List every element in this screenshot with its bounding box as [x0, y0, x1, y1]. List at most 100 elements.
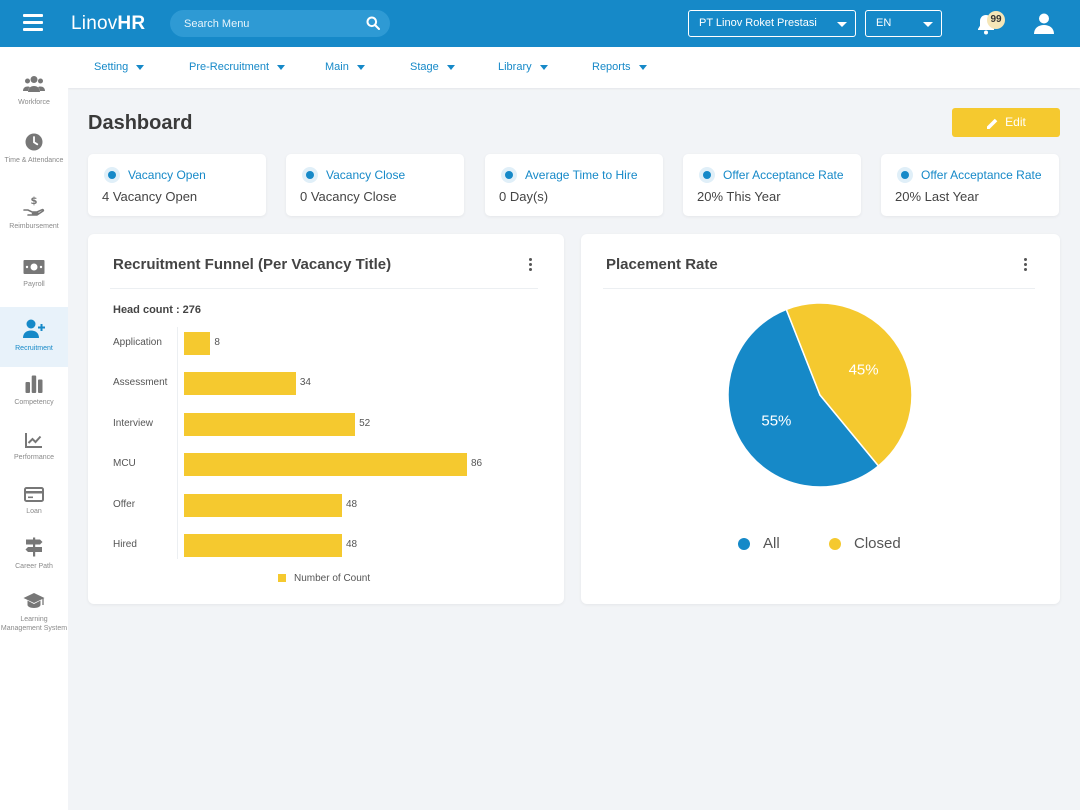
subnav-label: Main — [325, 61, 349, 73]
stat-card-offer-acceptance-last-year: Offer Acceptance Rate 20% Last Year — [881, 154, 1059, 216]
money-icon — [23, 260, 45, 274]
sidebar-item-performance[interactable]: Performance — [0, 432, 68, 492]
svg-text:$: $ — [31, 196, 38, 207]
chevron-down-icon — [638, 64, 647, 70]
users-icon — [23, 76, 45, 92]
legend-swatch — [738, 538, 750, 551]
chevron-down-icon — [539, 64, 548, 70]
pie-slice-all[interactable] — [727, 308, 880, 488]
user-avatar-icon[interactable] — [1032, 11, 1056, 35]
chevron-down-icon — [446, 64, 455, 70]
hamburger-menu-icon[interactable] — [23, 14, 43, 32]
signpost-icon — [25, 537, 43, 557]
bar-category-label: Assessment — [113, 377, 168, 389]
chart-axis — [177, 327, 178, 559]
subnav-pre-recruitment[interactable]: Pre-Recruitment — [189, 61, 286, 73]
bar-category-label: Interview — [113, 417, 154, 429]
sidebar-item-label: Learning Management System — [0, 616, 68, 632]
legend-label: Closed — [854, 535, 901, 552]
subnav-stage[interactable]: Stage — [410, 61, 455, 73]
subnav-label: Pre-Recruitment — [189, 61, 270, 73]
status-dot-icon — [302, 167, 318, 183]
search-input[interactable] — [184, 15, 354, 32]
chevron-down-icon — [136, 64, 145, 70]
search-icon[interactable] — [366, 16, 380, 30]
chevron-down-icon — [923, 22, 933, 27]
status-dot-icon — [501, 167, 517, 183]
app-logo[interactable]: LinovHR — [71, 13, 145, 35]
more-options-icon[interactable] — [527, 258, 533, 274]
pie-slice-closed[interactable] — [785, 302, 913, 468]
sidebar-item-competency[interactable]: Competency — [0, 375, 68, 435]
bar-chart-icon — [25, 375, 43, 393]
logo-text-bold: HR — [117, 13, 146, 34]
stat-value: 4 Vacancy Open — [102, 189, 198, 204]
sidebar-item-workforce[interactable]: Workforce — [0, 75, 68, 135]
sidebar-item-label: Loan — [26, 508, 42, 515]
bar-assessment[interactable] — [184, 372, 296, 396]
chevron-down-icon — [356, 64, 365, 70]
chevron-down-icon — [277, 64, 286, 70]
edit-button[interactable]: Edit — [952, 108, 1060, 137]
bar-value-label: 48 — [345, 539, 358, 550]
divider — [603, 288, 1035, 289]
recruitment-funnel-card: Recruitment Funnel (Per Vacancy Title) H… — [88, 234, 564, 604]
sidebar-item-career-path[interactable]: Career Path — [0, 537, 68, 597]
edit-button-label: Edit — [1005, 115, 1026, 130]
divider — [110, 288, 538, 289]
subnav-main[interactable]: Main — [325, 61, 365, 73]
sidebar-item-label: Recruitment — [15, 345, 53, 352]
sidebar-item-label: Time & Attendance — [4, 157, 64, 164]
sidebar-item-label: Performance — [13, 454, 55, 461]
stat-value: 0 Vacancy Close — [300, 189, 397, 204]
more-options-icon[interactable] — [1022, 258, 1028, 274]
bar-category-label: MCU — [113, 458, 136, 470]
bar-category-label: Offer — [113, 498, 136, 510]
sidebar-item-recruitment[interactable]: Recruitment — [0, 307, 68, 367]
bar-category-label: Hired — [113, 539, 137, 550]
stat-value: 0 Day(s) — [499, 189, 549, 204]
sidebar-item-payroll[interactable]: Payroll — [0, 259, 68, 319]
hand-dollar-icon: $ — [23, 196, 45, 216]
stat-title: Average Time to Hire — [525, 168, 638, 182]
sidebar-item-learning-management-system[interactable]: Learning Management System — [0, 592, 68, 650]
subnav-label: Setting — [94, 61, 129, 73]
bar-application[interactable] — [184, 332, 211, 355]
language-select[interactable]: EN — [865, 10, 942, 37]
bar-value-label: 52 — [359, 417, 371, 429]
top-bar: LinovHR PT Linov Roket Prestasi EN 99 — [0, 0, 1080, 47]
stat-value: 20% This Year — [697, 189, 781, 204]
bar-value-label: 48 — [345, 498, 358, 510]
legend-swatch — [829, 538, 841, 551]
sidebar-item-time-attendance[interactable]: Time & Attendance — [0, 133, 68, 193]
chevron-down-icon — [837, 22, 847, 27]
subnav-label: Stage — [410, 61, 439, 73]
pie-value-label: 45% — [849, 361, 879, 378]
company-select[interactable]: PT Linov Roket Prestasi — [688, 10, 856, 37]
sidebar-item-reimbursement[interactable]: $ Reimbursement — [0, 195, 68, 255]
legend-swatch — [278, 574, 286, 583]
pie-value-label: 55% — [761, 413, 791, 430]
bar-mcu[interactable] — [184, 453, 467, 477]
bar-hired[interactable] — [184, 534, 342, 557]
subnav-library[interactable]: Library — [498, 61, 548, 73]
chart-legend: Number of Count — [278, 573, 370, 584]
stat-card-vacancy-open: Vacancy Open 4 Vacancy Open — [88, 154, 266, 216]
stat-title: Vacancy Open — [128, 168, 206, 182]
subnav-reports[interactable]: Reports — [592, 61, 647, 73]
sub-navigation: Setting Pre-Recruitment Main Stage Libra… — [68, 47, 1080, 88]
headcount-label: Head count : 276 — [113, 304, 202, 316]
card-title: Recruitment Funnel (Per Vacancy Title) — [113, 256, 392, 273]
bar-offer[interactable] — [184, 493, 342, 517]
credit-card-icon — [24, 487, 44, 502]
placement-rate-card: Placement Rate 55% 45% All Closed — [581, 234, 1060, 604]
subnav-setting[interactable]: Setting — [94, 61, 145, 73]
graduation-cap-icon — [23, 593, 45, 608]
sidebar-item-loan[interactable]: Loan — [0, 487, 68, 547]
status-dot-icon — [104, 167, 120, 183]
stat-title: Offer Acceptance Rate — [723, 168, 844, 182]
bar-interview[interactable] — [184, 412, 356, 436]
subnav-label: Reports — [592, 61, 631, 73]
stat-title: Vacancy Close — [326, 168, 406, 182]
pencil-icon — [987, 118, 998, 129]
